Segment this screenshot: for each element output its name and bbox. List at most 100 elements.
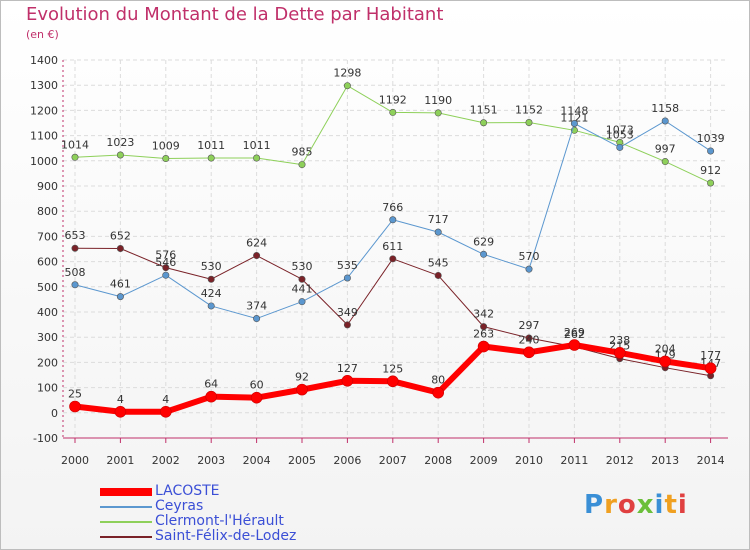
data-label: 4 bbox=[162, 393, 169, 406]
data-label: 297 bbox=[519, 319, 540, 332]
x-tick-label: 2003 bbox=[197, 454, 225, 467]
data-label: 985 bbox=[292, 146, 313, 159]
logo-letter: i bbox=[654, 490, 665, 520]
legend-swatch bbox=[100, 520, 152, 523]
legend-label: LACOSTE bbox=[155, 483, 220, 499]
data-point bbox=[253, 154, 261, 162]
data-label: 441 bbox=[292, 283, 313, 296]
data-label: 204 bbox=[655, 342, 676, 355]
data-point bbox=[432, 386, 445, 399]
x-tick-label: 2008 bbox=[424, 454, 452, 467]
data-label: 546 bbox=[155, 256, 176, 269]
data-label: 349 bbox=[337, 306, 358, 319]
data-point bbox=[162, 271, 170, 279]
data-point bbox=[114, 405, 127, 418]
data-point bbox=[570, 120, 578, 128]
y-tick-label: 400 bbox=[37, 306, 58, 319]
data-label: 997 bbox=[655, 143, 676, 156]
y-tick-label: 800 bbox=[37, 205, 58, 218]
data-point bbox=[205, 390, 217, 403]
data-point bbox=[253, 252, 261, 260]
y-tick-label: 200 bbox=[37, 356, 58, 369]
data-point bbox=[389, 108, 397, 116]
legend-label: Clermont-l'Hérault bbox=[155, 513, 284, 529]
data-label: 545 bbox=[428, 256, 449, 269]
data-point bbox=[160, 405, 172, 418]
data-point bbox=[525, 334, 533, 342]
x-tick-label: 2010 bbox=[515, 454, 543, 467]
x-tick-label: 2005 bbox=[288, 454, 316, 467]
y-tick-label: 0 bbox=[51, 407, 58, 420]
data-label: 576 bbox=[155, 249, 176, 262]
data-point bbox=[568, 339, 581, 351]
y-tick-label: 100 bbox=[37, 382, 58, 395]
legend: LACOSTE Ceyras Clermont-l'Hérault Saint-Fél… bbox=[100, 484, 296, 544]
data-label: 1151 bbox=[470, 104, 498, 117]
data-label: 1011 bbox=[197, 139, 225, 152]
data-label: 125 bbox=[382, 362, 403, 375]
x-tick-label: 2006 bbox=[333, 454, 361, 467]
data-point bbox=[434, 228, 442, 236]
data-label: 80 bbox=[431, 374, 445, 387]
data-label: 1152 bbox=[515, 103, 543, 116]
data-point bbox=[389, 216, 397, 224]
y-tick-label: 1400 bbox=[30, 54, 58, 67]
data-point bbox=[71, 281, 79, 289]
legend-item: Saint-Félix-de-Lodez bbox=[100, 529, 296, 544]
x-tick-label: 2011 bbox=[560, 454, 588, 467]
data-point bbox=[707, 147, 715, 155]
data-label: 127 bbox=[337, 362, 358, 375]
data-label: 238 bbox=[609, 334, 630, 347]
data-label: 1009 bbox=[152, 140, 180, 153]
x-tick-label: 2000 bbox=[61, 454, 89, 467]
data-point bbox=[296, 383, 308, 396]
unit-label: (en €) bbox=[26, 28, 59, 41]
data-point bbox=[613, 347, 626, 359]
data-point bbox=[253, 315, 261, 323]
data-label: 1192 bbox=[379, 93, 407, 106]
data-point bbox=[343, 82, 351, 90]
data-label: 60 bbox=[250, 379, 264, 392]
y-tick-label: 300 bbox=[37, 331, 58, 344]
y-tick-label: 500 bbox=[37, 281, 58, 294]
data-label: 624 bbox=[246, 237, 267, 250]
x-tick-label: 2002 bbox=[152, 454, 180, 467]
data-label: 530 bbox=[292, 260, 313, 273]
data-point bbox=[389, 255, 397, 263]
data-label: 1121 bbox=[560, 111, 588, 124]
data-label: 424 bbox=[201, 287, 222, 300]
x-tick-label: 2001 bbox=[106, 454, 134, 467]
data-label: 1073 bbox=[606, 123, 634, 136]
data-point bbox=[525, 118, 533, 126]
data-label: 1158 bbox=[651, 102, 679, 115]
logo-letter: P bbox=[584, 490, 605, 520]
data-point bbox=[69, 400, 81, 413]
data-point bbox=[71, 244, 79, 252]
data-label: 1298 bbox=[333, 67, 361, 80]
data-point bbox=[480, 119, 488, 127]
data-point bbox=[116, 293, 124, 301]
data-point bbox=[162, 155, 170, 163]
data-label: 4 bbox=[117, 393, 124, 406]
y-tick-label: 1000 bbox=[30, 155, 58, 168]
data-point bbox=[477, 340, 490, 353]
logo-letter: o bbox=[617, 490, 637, 520]
data-point bbox=[343, 321, 351, 329]
data-point bbox=[480, 250, 488, 258]
y-tick-label: 1200 bbox=[30, 104, 58, 117]
data-point bbox=[298, 161, 306, 169]
legend-swatch bbox=[100, 505, 152, 508]
y-tick-label: 700 bbox=[37, 230, 58, 243]
data-label: 1014 bbox=[61, 138, 89, 151]
data-label: 1039 bbox=[697, 132, 725, 145]
data-point bbox=[525, 265, 533, 273]
data-label: 535 bbox=[337, 259, 358, 272]
data-point bbox=[207, 154, 215, 162]
y-tick-label: 900 bbox=[37, 180, 58, 193]
data-label: 530 bbox=[201, 260, 222, 273]
data-label: 508 bbox=[65, 266, 86, 279]
data-label: 1190 bbox=[424, 94, 452, 107]
legend-swatch bbox=[100, 535, 152, 538]
